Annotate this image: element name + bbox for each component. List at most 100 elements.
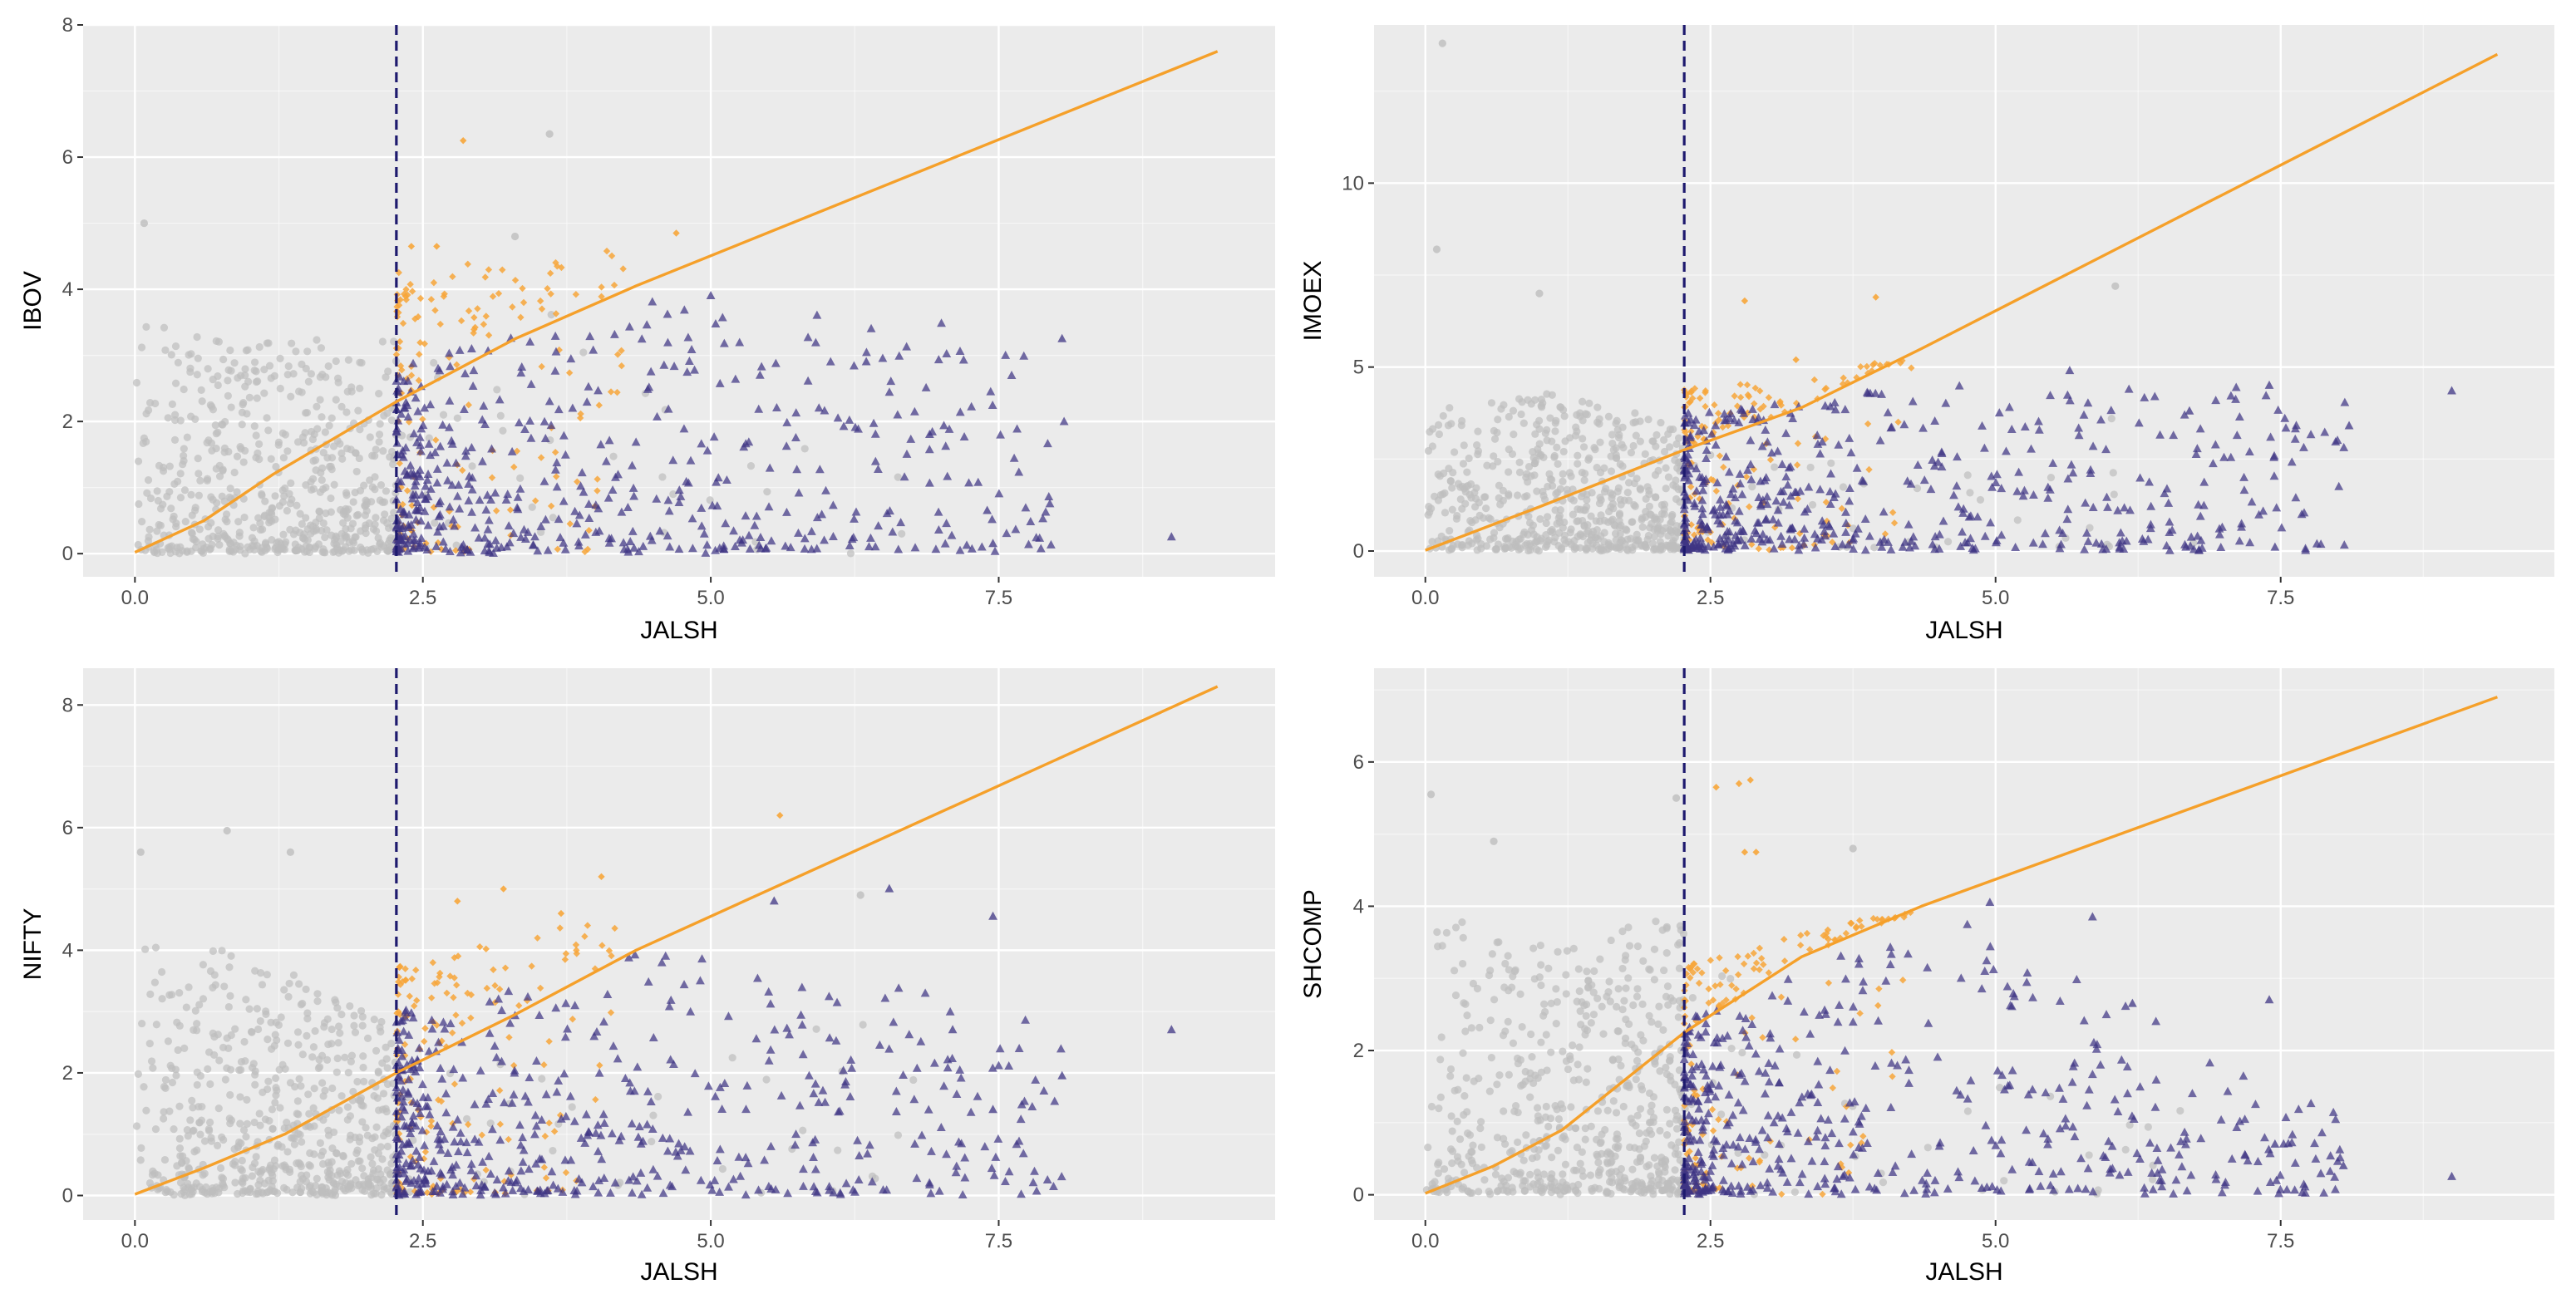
point-below-threshold: [1648, 539, 1657, 548]
point-above-threshold: [495, 395, 505, 404]
point-below-threshold: [245, 393, 254, 401]
point-below-threshold: [1448, 484, 1456, 492]
point-above-threshold: [2002, 446, 2011, 455]
point-above-threshold: [803, 376, 813, 385]
point-below-threshold: [1519, 1177, 1528, 1185]
point-above-threshold: [1997, 530, 2007, 539]
point-above-threshold: [2160, 489, 2170, 498]
point-above-threshold: [1012, 1139, 1022, 1149]
point-below-threshold: [1618, 964, 1627, 973]
points-layer: [132, 50, 1219, 558]
point-above-fit: [1781, 957, 1789, 965]
point-above-threshold: [445, 502, 455, 511]
point-above-fit: [536, 984, 544, 992]
point-below-threshold: [1652, 431, 1661, 439]
point-below-threshold: [1588, 527, 1598, 536]
point-below-threshold: [1617, 1061, 1625, 1070]
point-above-threshold: [1044, 491, 1054, 500]
point-below-threshold: [1574, 517, 1583, 525]
point-above-threshold: [1919, 475, 1929, 485]
point-above-fit: [474, 305, 481, 312]
point-above-fit: [1833, 1067, 1841, 1075]
point-above-threshold: [1904, 519, 1914, 529]
point-below-threshold: [296, 1160, 304, 1169]
point-above-threshold: [466, 1159, 476, 1169]
y-tick-label: 0: [62, 543, 73, 565]
point-above-threshold: [570, 506, 580, 515]
point-above-threshold: [560, 450, 570, 459]
point-below-threshold: [1477, 544, 1485, 553]
point-above-threshold: [453, 491, 462, 500]
point-above-threshold: [487, 444, 496, 453]
point-above-fit: [408, 501, 416, 509]
point-above-threshold: [2290, 434, 2300, 443]
point-above-threshold: [431, 1187, 440, 1196]
point-above-fit: [1777, 401, 1785, 409]
point-below-threshold: [1460, 1169, 1469, 1177]
point-above-threshold: [1028, 1178, 1038, 1187]
point-above-threshold: [973, 1091, 983, 1100]
point-above-threshold: [799, 1181, 808, 1190]
point-below-threshold: [1569, 1041, 1577, 1050]
x-tick-label: 5.0: [1982, 1230, 2009, 1252]
point-above-threshold: [633, 1062, 643, 1071]
point-below-threshold: [1666, 1119, 1674, 1128]
point-below-threshold: [1520, 528, 1529, 536]
point-below-threshold: [311, 456, 320, 465]
point-above-fit: [611, 924, 618, 932]
point-below-threshold: [349, 539, 358, 547]
point-below-threshold: [1579, 435, 1587, 443]
point-below-threshold: [188, 1184, 196, 1193]
point-above-threshold: [593, 1120, 603, 1129]
point-above-threshold: [814, 403, 824, 412]
point-below-threshold: [160, 1082, 169, 1091]
point-above-threshold: [1707, 429, 1717, 438]
point-above-threshold: [2219, 452, 2229, 461]
point-above-threshold: [912, 1063, 922, 1072]
point-above-threshold: [408, 544, 418, 553]
point-below-threshold: [762, 1075, 771, 1084]
point-above-fit: [1701, 423, 1709, 431]
point-below-threshold: [1588, 1187, 1596, 1195]
point-above-threshold: [412, 1099, 422, 1108]
point-below-threshold: [315, 508, 324, 516]
point-above-threshold: [658, 1133, 667, 1142]
point-above-fit: [1741, 297, 1749, 305]
point-above-threshold: [1711, 440, 1721, 449]
point-below-threshold: [250, 422, 259, 431]
point-above-threshold: [507, 446, 517, 455]
point-below-threshold: [367, 1183, 375, 1192]
point-below-threshold: [160, 1155, 170, 1164]
point-below-threshold: [812, 1025, 820, 1033]
point-below-threshold: [658, 473, 667, 481]
point-below-threshold: [318, 476, 326, 485]
point-below-threshold: [1459, 933, 1467, 942]
point-above-fit: [1890, 519, 1899, 527]
point-above-fit: [538, 305, 546, 312]
point-above-fit: [520, 298, 528, 307]
point-below-threshold: [265, 1117, 273, 1125]
point-below-threshold: [1623, 1082, 1631, 1090]
point-below-threshold: [1671, 544, 1679, 553]
point-below-threshold: [297, 1001, 305, 1009]
point-above-fit: [423, 1188, 431, 1197]
point-above-threshold: [505, 1018, 515, 1027]
point-below-threshold: [330, 480, 338, 489]
point-above-threshold: [711, 545, 720, 554]
point-above-threshold: [2007, 424, 2017, 433]
point-below-threshold: [160, 1114, 168, 1123]
point-below-threshold: [178, 1159, 186, 1168]
point-above-threshold: [2191, 449, 2201, 458]
point-below-threshold: [718, 1164, 727, 1173]
point-above-threshold: [560, 1032, 570, 1041]
point-above-fit: [1722, 1118, 1731, 1125]
point-below-threshold: [1648, 1101, 1656, 1109]
point-above-threshold: [731, 374, 741, 383]
point-above-threshold: [2062, 514, 2072, 524]
point-below-threshold: [214, 532, 222, 541]
point-above-fit: [1842, 1103, 1850, 1110]
point-above-threshold: [1773, 505, 1783, 514]
point-below-threshold: [1524, 396, 1532, 404]
point-above-fit: [402, 286, 410, 293]
point-below-threshold: [270, 371, 278, 380]
